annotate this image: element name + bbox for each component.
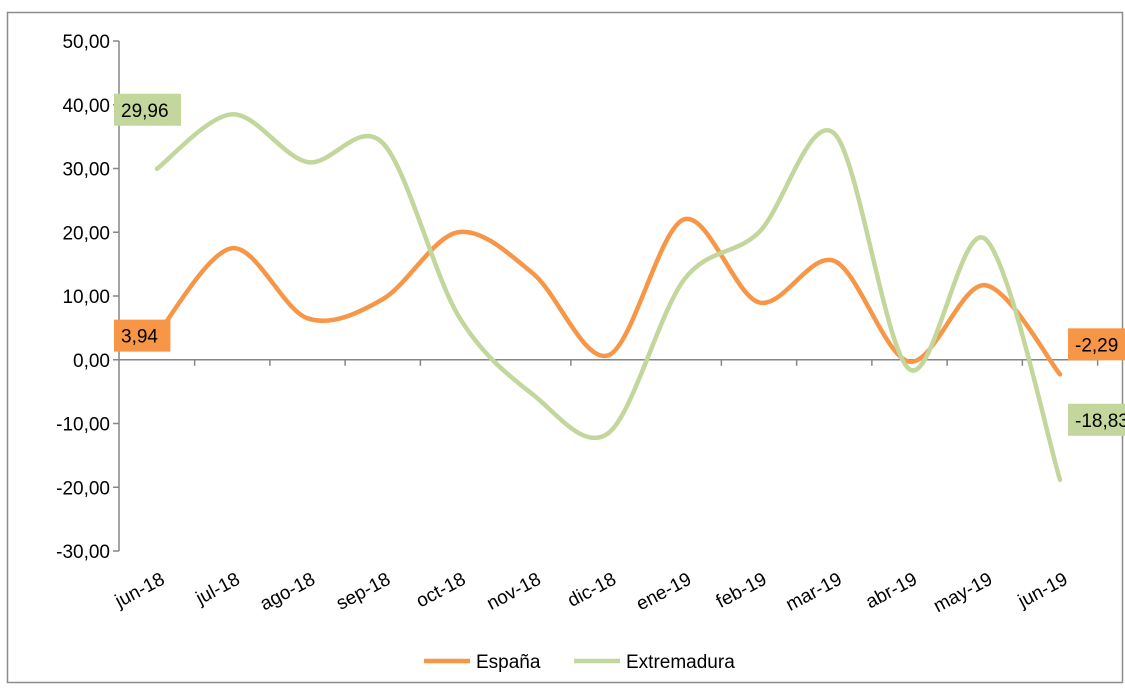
data-label: 3,94 xyxy=(114,319,171,352)
y-tick-label: -10,00 xyxy=(56,415,110,436)
data-label-box xyxy=(114,93,181,126)
data-label: 29,96 xyxy=(114,93,181,126)
data-label-value: 29,96 xyxy=(121,101,169,122)
legend-item-extremadura: Extremadura xyxy=(574,652,735,673)
data-label-box xyxy=(114,319,171,352)
legend-label: Extremadura xyxy=(626,652,735,673)
data-label-box xyxy=(1068,328,1125,361)
y-tick-label: 10,00 xyxy=(62,287,110,308)
y-tick-label: 40,00 xyxy=(62,96,110,117)
y-tick-label: -20,00 xyxy=(56,478,110,499)
data-label-value: -18,83 xyxy=(1075,411,1125,432)
chart-border xyxy=(6,11,1124,684)
data-label-value: 3,94 xyxy=(121,327,158,348)
y-tick-label: -30,00 xyxy=(56,542,110,563)
data-label: -2,29 xyxy=(1068,328,1125,361)
y-tick-label: 20,00 xyxy=(62,223,110,244)
data-label-box xyxy=(1068,403,1125,436)
legend-label: España xyxy=(476,652,541,673)
data-label-value: -2,29 xyxy=(1075,335,1118,356)
data-label: -18,83 xyxy=(1068,403,1125,436)
y-tick-label: 50,00 xyxy=(62,32,110,53)
y-tick-label: 30,00 xyxy=(62,160,110,181)
y-tick-label: 0,00 xyxy=(73,351,110,372)
series-line-espana xyxy=(154,216,1063,377)
series-line-extremadura xyxy=(154,112,1063,483)
legend-item-espana: España xyxy=(424,652,541,673)
